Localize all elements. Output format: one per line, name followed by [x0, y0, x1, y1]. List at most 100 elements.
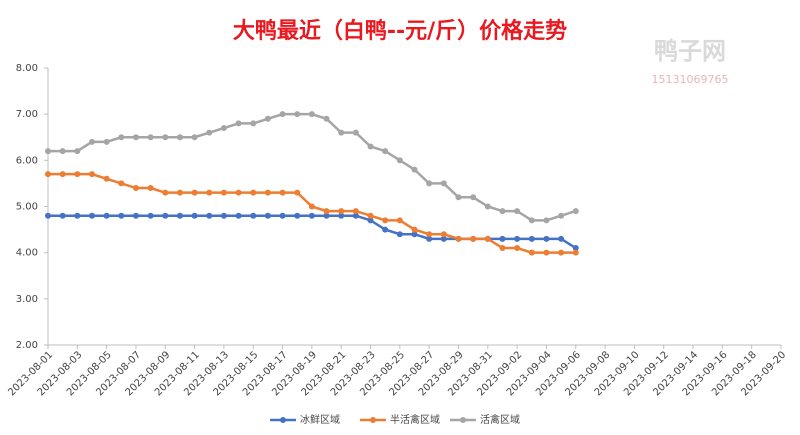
- point: [426, 235, 433, 242]
- point: [352, 212, 359, 219]
- point: [59, 171, 66, 178]
- legend-marker: [280, 417, 286, 423]
- point: [528, 249, 535, 256]
- point: [118, 180, 125, 187]
- point: [470, 235, 477, 242]
- point: [294, 111, 301, 118]
- point: [250, 212, 257, 219]
- point: [572, 208, 579, 215]
- point: [558, 249, 565, 256]
- point: [382, 148, 389, 155]
- point: [103, 175, 110, 182]
- point: [88, 212, 95, 219]
- point: [426, 231, 433, 238]
- point: [352, 208, 359, 215]
- point: [484, 235, 491, 242]
- point: [264, 189, 271, 196]
- point: [132, 185, 139, 192]
- point: [558, 235, 565, 242]
- legend-label: 活禽区域: [480, 413, 520, 426]
- point: [367, 217, 374, 224]
- watermark-name: 鸭子网: [654, 37, 726, 65]
- legend-label: 冰鲜区域: [300, 413, 340, 426]
- point: [147, 185, 154, 192]
- y-tick-label: 6.00: [16, 155, 38, 166]
- point: [279, 111, 286, 118]
- point: [176, 212, 183, 219]
- point: [74, 171, 81, 178]
- y-tick-label: 4.00: [16, 248, 38, 259]
- point: [235, 120, 242, 127]
- point: [572, 245, 579, 252]
- point: [294, 189, 301, 196]
- legend-marker: [370, 417, 376, 423]
- point: [440, 180, 447, 187]
- point: [45, 212, 51, 219]
- point: [118, 134, 125, 141]
- point: [45, 148, 51, 155]
- point: [338, 208, 345, 215]
- point: [235, 212, 242, 219]
- point: [191, 212, 198, 219]
- point: [103, 212, 110, 219]
- point: [426, 180, 433, 187]
- point: [543, 217, 550, 224]
- point: [118, 212, 125, 219]
- point: [147, 134, 154, 141]
- point: [308, 111, 315, 118]
- point: [440, 231, 447, 238]
- point: [264, 212, 271, 219]
- point: [499, 235, 506, 242]
- point: [45, 171, 51, 178]
- point: [74, 212, 81, 219]
- point: [352, 129, 359, 136]
- point: [220, 212, 227, 219]
- point: [396, 157, 403, 164]
- point: [235, 189, 242, 196]
- point: [411, 226, 418, 233]
- point: [367, 212, 374, 219]
- y-tick-label: 8.00: [16, 63, 38, 74]
- point: [572, 249, 579, 256]
- point: [440, 235, 447, 242]
- point: [162, 212, 169, 219]
- point: [308, 212, 315, 219]
- point: [59, 148, 66, 155]
- y-tick-label: 2.00: [16, 340, 38, 351]
- point: [455, 194, 462, 201]
- point: [528, 217, 535, 224]
- point: [294, 212, 301, 219]
- y-tick-label: 7.00: [16, 109, 38, 120]
- point: [162, 189, 169, 196]
- point: [411, 231, 418, 238]
- legend-marker: [460, 417, 466, 423]
- point: [499, 245, 506, 252]
- point: [323, 212, 330, 219]
- point: [338, 129, 345, 136]
- point: [411, 166, 418, 173]
- point: [176, 134, 183, 141]
- y-tick-label: 5.00: [16, 202, 38, 213]
- point: [382, 217, 389, 224]
- point: [279, 212, 286, 219]
- point: [220, 125, 227, 132]
- point: [206, 212, 213, 219]
- chart-title: 大鸭最近（白鸭--元/斤）价格走势: [233, 18, 567, 44]
- point: [147, 212, 154, 219]
- watermark-phone: 15131069765: [652, 73, 729, 86]
- point: [514, 208, 521, 215]
- point: [514, 235, 521, 242]
- point: [323, 115, 330, 122]
- point: [74, 148, 81, 155]
- point: [132, 134, 139, 141]
- point: [396, 217, 403, 224]
- point: [308, 203, 315, 210]
- point: [514, 245, 521, 252]
- point: [250, 120, 257, 127]
- point: [191, 189, 198, 196]
- point: [558, 212, 565, 219]
- point: [323, 208, 330, 215]
- point: [396, 231, 403, 238]
